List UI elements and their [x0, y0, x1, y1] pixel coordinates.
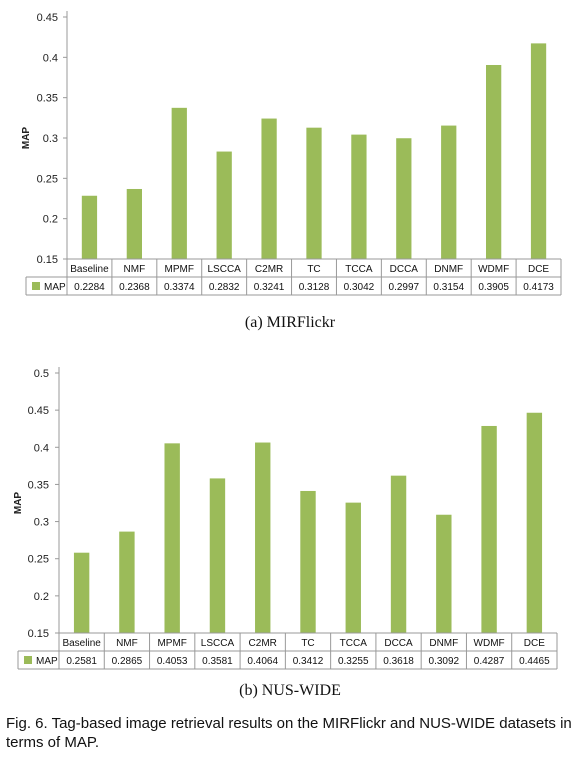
bar-dnmf — [441, 125, 457, 259]
x-category-label: Baseline — [62, 638, 101, 649]
chart-mirflickr: MAP 0.15 0.2 0.25 0.3 0.35 0.4 0.45 Baseline NMF M… — [21, 11, 562, 331]
x-category-label: LSCCA — [201, 638, 235, 649]
y-tick-label: 0.2 — [43, 214, 58, 226]
bar-mpmf — [164, 443, 180, 633]
y-tick-label: 0.25 — [28, 554, 49, 566]
data-table: Baseline NMF MPMF LSCCA C2MR TC TCCA DCCA DNMF WD… — [17, 632, 558, 670]
x-category-label: WDMF — [474, 638, 505, 649]
x-category-label: TCCA — [345, 264, 373, 275]
bar-dcca — [396, 138, 412, 259]
bar-tcca — [351, 134, 367, 259]
x-category-label: DCE — [524, 638, 545, 649]
data-value-label: 0.4053 — [157, 656, 188, 667]
y-tick-label: 0.25 — [37, 173, 58, 185]
data-value-label: 0.3618 — [383, 656, 414, 667]
figure-caption: Fig. 6. Tag-based image retrieval result… — [6, 715, 572, 751]
x-category-label: TCCA — [340, 638, 368, 649]
data-value-label: 0.2997 — [389, 282, 420, 293]
data-table: Baseline NMF MPMF LSCCA C2MR TC TCCA DCCA DNMF WD… — [25, 258, 562, 296]
y-tick-label: 0.45 — [28, 405, 49, 417]
legend-series-name: MAP — [36, 656, 58, 667]
data-value-label: 0.2368 — [119, 282, 150, 293]
data-value-label: 0.4064 — [247, 656, 278, 667]
x-category-label: C2MR — [255, 264, 283, 275]
bar-wdmf — [486, 64, 502, 259]
data-value-label: 0.4173 — [523, 282, 554, 293]
y-tick-label: 0.45 — [37, 12, 58, 24]
bar-mpmf — [171, 107, 187, 260]
y-tick-label: 0.4 — [43, 52, 58, 64]
data-value-label: 0.3241 — [254, 282, 285, 293]
data-value-label: 0.3092 — [429, 656, 460, 667]
x-category-label: LSCCA — [208, 264, 242, 275]
data-value-label: 0.4465 — [519, 656, 550, 667]
bar-baseline — [73, 552, 90, 633]
y-axis-label: MAP — [21, 127, 32, 150]
data-value-label: 0.3581 — [202, 656, 233, 667]
bar-c2mr — [261, 118, 277, 260]
data-value-label: 0.3412 — [293, 656, 324, 667]
y-tick-label: 0.2 — [34, 591, 49, 603]
x-category-label: NMF — [116, 638, 138, 649]
bar-c2mr — [255, 442, 271, 633]
y-tick-label: 0.15 — [37, 254, 58, 266]
x-category-label: DCCA — [384, 638, 413, 649]
y-tick-label: 0.5 — [34, 368, 49, 380]
bar-baseline — [81, 195, 98, 259]
data-value-label: 0.4287 — [474, 656, 505, 667]
bar-lscca — [216, 151, 232, 259]
x-category-label: MPMF — [157, 638, 186, 649]
data-value-label: 0.3128 — [299, 282, 330, 293]
y-tick-label: 0.15 — [28, 628, 49, 640]
subcaption: (a) MIRFlickr — [245, 314, 336, 331]
y-tick-label: 0.35 — [37, 93, 58, 105]
data-value-label: 0.2581 — [66, 656, 97, 667]
data-value-label: 0.3154 — [433, 282, 464, 293]
x-category-label: NMF — [124, 264, 146, 275]
bar-dce — [526, 412, 543, 633]
subcaption: (b) NUS-WIDE — [239, 682, 341, 699]
bar-lscca — [209, 478, 226, 633]
x-category-label: DCE — [528, 264, 549, 275]
data-value-label: 0.2865 — [112, 656, 143, 667]
y-tick-label: 0.4 — [34, 442, 49, 454]
bar-tc — [300, 490, 316, 633]
x-category-label: MPMF — [165, 264, 194, 275]
bar-dnmf — [436, 514, 452, 633]
legend-series-name: MAP — [44, 282, 66, 293]
x-category-label: C2MR — [249, 638, 277, 649]
data-value-label: 0.2284 — [74, 282, 105, 293]
data-value-label: 0.3905 — [478, 282, 509, 293]
legend-swatch — [32, 282, 40, 290]
bar-dce — [530, 43, 547, 260]
x-category-label: TC — [307, 264, 320, 275]
bar-nmf — [119, 531, 135, 633]
y-tick-label: 0.3 — [34, 517, 49, 529]
bar-wdmf — [481, 425, 497, 633]
data-value-label: 0.3255 — [338, 656, 369, 667]
chart-nus-wide: MAP 0.15 0.2 0.25 0.3 0.35 0.4 0.45 0.5 Baseline N… — [13, 367, 558, 699]
x-category-label: WDMF — [478, 264, 509, 275]
x-category-label: DCCA — [390, 264, 419, 275]
y-tick-label: 0.35 — [28, 479, 49, 491]
data-value-label: 0.3374 — [164, 282, 195, 293]
data-value-label: 0.2832 — [209, 282, 240, 293]
legend-swatch — [24, 656, 32, 664]
bar-dcca — [390, 475, 407, 633]
bar-tcca — [345, 502, 361, 633]
x-category-label: TC — [301, 638, 314, 649]
data-value-label: 0.3042 — [344, 282, 375, 293]
bar-nmf — [126, 188, 142, 259]
y-tick-label: 0.3 — [43, 133, 58, 145]
y-axis-label: MAP — [13, 492, 24, 515]
x-category-label: Baseline — [70, 264, 109, 275]
x-category-label: DNMF — [434, 264, 463, 275]
x-category-label: DNMF — [429, 638, 458, 649]
bar-tc — [306, 127, 322, 259]
